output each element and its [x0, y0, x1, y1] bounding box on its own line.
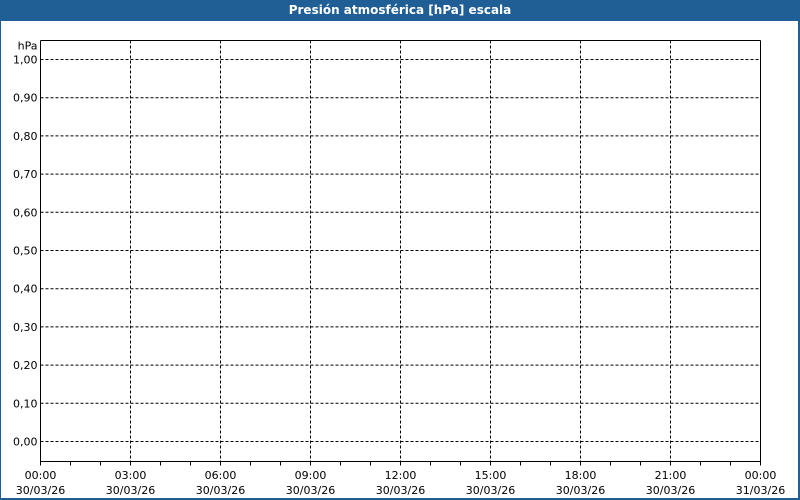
x-tick-date: 30/03/26 [466, 484, 515, 497]
y-tick-label: 0,00 [13, 436, 38, 449]
y-axis-unit: hPa [18, 40, 38, 53]
x-tick-time: 12:00 [385, 469, 417, 482]
chart-panel [1, 21, 798, 498]
y-tick-label: 0,90 [13, 92, 38, 105]
x-tick-time: 18:00 [565, 469, 597, 482]
x-tick-time: 09:00 [295, 469, 327, 482]
y-tick-label: 0,30 [13, 321, 38, 334]
y-tick-label: 0,60 [13, 206, 38, 219]
y-tick-label: 0,50 [13, 245, 38, 258]
y-tick-label: 0,80 [13, 130, 38, 143]
plot-axes [40, 40, 761, 462]
x-tick-time: 00:00 [745, 469, 777, 482]
x-tick-date: 30/03/26 [286, 484, 335, 497]
x-tick-date: 30/03/26 [196, 484, 245, 497]
x-tick-date: 31/03/26 [736, 484, 785, 497]
x-tick-date: 30/03/26 [106, 484, 155, 497]
x-tick-time: 00:00 [25, 469, 57, 482]
y-tick-label: 0,70 [13, 168, 38, 181]
y-tick-label: 0,10 [13, 397, 38, 410]
x-tick-date: 30/03/26 [556, 484, 605, 497]
y-tick-label: 1,00 [13, 54, 38, 67]
x-tick-time: 06:00 [205, 469, 237, 482]
y-tick-label: 0,20 [13, 359, 38, 372]
x-tick-time: 15:00 [475, 469, 507, 482]
y-tick-label: 0,40 [13, 283, 38, 296]
x-tick-date: 30/03/26 [376, 484, 425, 497]
chart-title: Presión atmosférica [hPa] escala [288, 3, 512, 17]
x-tick-date: 30/03/26 [646, 484, 695, 497]
x-tick-date: 30/03/26 [16, 484, 65, 497]
x-tick-time: 21:00 [655, 469, 687, 482]
x-tick-time: 03:00 [115, 469, 147, 482]
